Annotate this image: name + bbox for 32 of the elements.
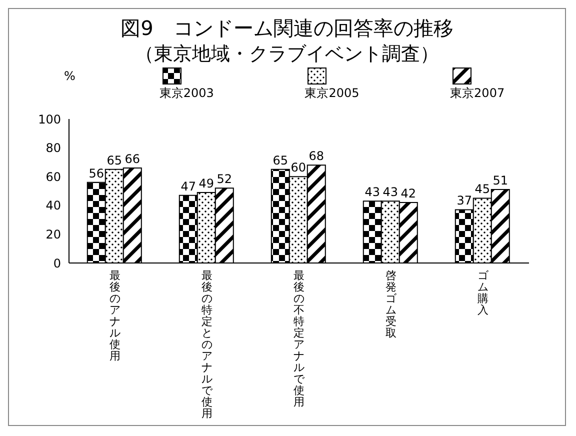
y-axis-title: %: [64, 69, 76, 83]
y-tick-label: 40: [46, 198, 61, 213]
data-label: 45: [474, 182, 490, 196]
x-tick-label: 啓発ゴム受取: [386, 269, 398, 340]
chart-title: 図9 コンドーム関連の回答率の推移: [120, 15, 454, 41]
legend-label: 東京2007: [450, 85, 505, 102]
y-tick-label: 0: [53, 256, 61, 270]
data-label: 65: [106, 153, 122, 168]
data-label: 43: [364, 185, 380, 200]
y-tick-label: 60: [46, 170, 61, 184]
x-tick-label: ゴム購入: [478, 269, 490, 316]
data-label: 56: [88, 166, 104, 180]
category-label: 最後の不特定アナルで使用: [294, 269, 304, 408]
data-label: 49: [198, 176, 214, 190]
data-label: 68: [308, 149, 324, 164]
data-label: 47: [180, 179, 196, 194]
data-label: 60: [290, 160, 306, 175]
data-label: 66: [124, 152, 140, 166]
y-tick-label: 80: [46, 141, 61, 156]
data-label: 52: [216, 172, 232, 186]
data-label: 51: [492, 174, 508, 188]
data-label: 37: [456, 194, 472, 208]
data-label: 42: [400, 186, 416, 201]
data-label: 43: [382, 185, 398, 200]
y-tick-label: 100: [38, 112, 61, 126]
x-tick-label: 最後のアナル使用: [110, 269, 120, 362]
category-label: 最後の特定とのアナルで使用: [202, 269, 212, 420]
y-tick-label: 20: [46, 227, 61, 242]
chart-subtitle: （東京地域・クラブイベント調査）: [134, 42, 440, 67]
legend-label: 東京2005: [304, 85, 360, 102]
data-label: 65: [272, 153, 288, 168]
legend-label: 東京2003: [159, 85, 214, 102]
